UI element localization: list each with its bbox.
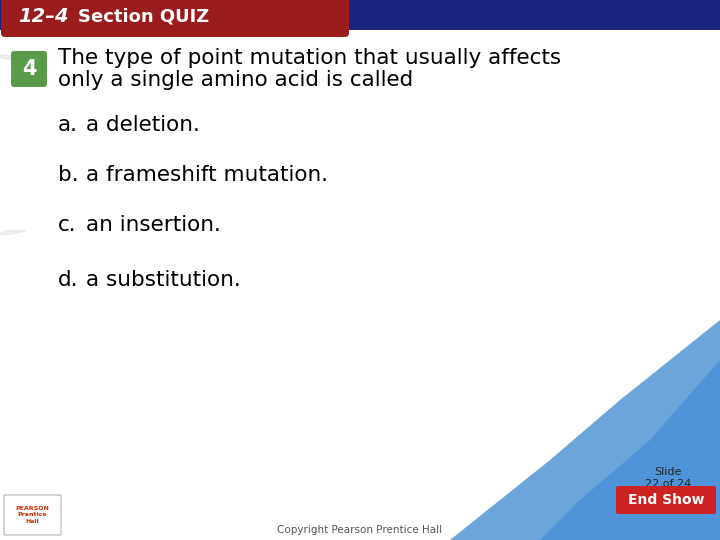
FancyBboxPatch shape — [4, 495, 61, 535]
Text: End Show: End Show — [628, 493, 704, 507]
Text: a frameshift mutation.: a frameshift mutation. — [86, 165, 328, 185]
Text: PEARSON
Prentice
Hall: PEARSON Prentice Hall — [15, 506, 49, 524]
Text: an insertion.: an insertion. — [86, 215, 221, 235]
Polygon shape — [450, 320, 720, 540]
Text: The type of point mutation that usually affects: The type of point mutation that usually … — [58, 48, 561, 68]
Text: d.: d. — [58, 270, 78, 290]
FancyBboxPatch shape — [0, 0, 720, 30]
FancyBboxPatch shape — [1, 0, 349, 37]
FancyBboxPatch shape — [616, 486, 716, 514]
Text: b.: b. — [58, 165, 78, 185]
Text: 12–4: 12–4 — [18, 6, 68, 25]
Text: Slide: Slide — [654, 467, 682, 477]
FancyBboxPatch shape — [11, 51, 47, 87]
Text: 22 of 24: 22 of 24 — [645, 479, 691, 489]
Text: a deletion.: a deletion. — [86, 115, 200, 135]
Text: c.: c. — [58, 215, 76, 235]
Text: Section QUIZ: Section QUIZ — [78, 7, 209, 25]
Text: only a single amino acid is called: only a single amino acid is called — [58, 70, 413, 90]
Text: Copyright Pearson Prentice Hall: Copyright Pearson Prentice Hall — [277, 525, 443, 535]
Text: 4: 4 — [22, 59, 36, 79]
Text: a.: a. — [58, 115, 78, 135]
Text: a substitution.: a substitution. — [86, 270, 240, 290]
Polygon shape — [540, 360, 720, 540]
Polygon shape — [0, 55, 26, 235]
